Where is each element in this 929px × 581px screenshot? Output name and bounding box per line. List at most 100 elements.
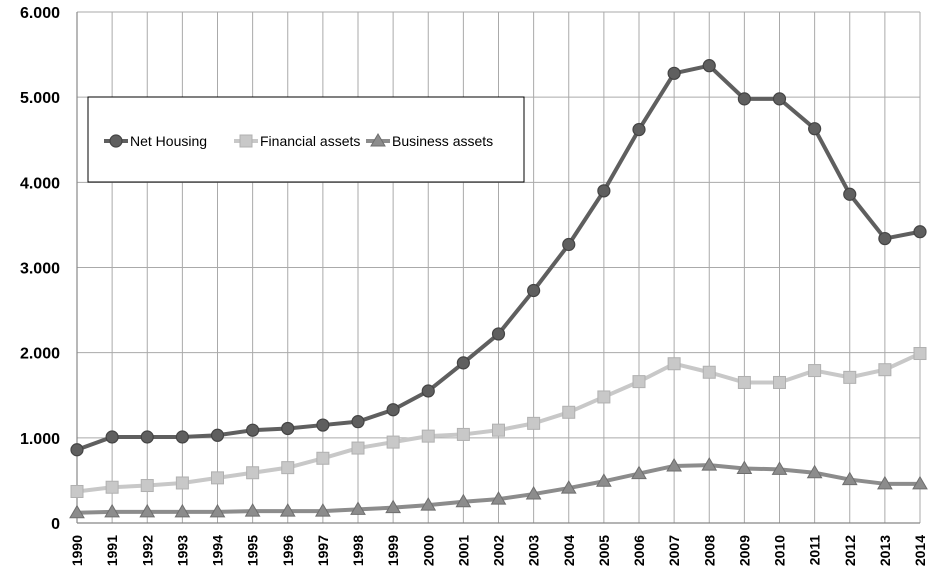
y-tick-label: 6.000 xyxy=(20,5,60,22)
x-tick-label: 1998 xyxy=(350,535,366,566)
data-point-business-assets xyxy=(771,461,788,475)
data-point-business-assets xyxy=(139,503,156,518)
data-point-net-housing xyxy=(175,430,189,444)
x-tick-label: 2002 xyxy=(491,535,507,566)
x-tick-label: 2011 xyxy=(807,535,823,566)
data-point-financial-assets xyxy=(246,466,260,480)
x-tick-label: 2006 xyxy=(631,535,647,566)
data-point-business-assets xyxy=(209,503,226,518)
data-point-net-housing xyxy=(772,92,787,106)
data-point-net-housing xyxy=(562,237,576,252)
data-point-financial-assets xyxy=(140,479,154,493)
data-point-financial-assets xyxy=(878,363,892,377)
data-point-financial-assets xyxy=(597,390,611,404)
data-point-financial-assets xyxy=(456,427,470,441)
data-point-net-housing xyxy=(808,122,822,136)
data-point-net-housing xyxy=(491,327,506,341)
x-tick-label: 1990 xyxy=(69,535,85,566)
data-point-financial-assets xyxy=(632,375,646,389)
x-tick-label: 1999 xyxy=(385,535,401,566)
data-point-net-housing xyxy=(843,187,857,201)
data-point-net-housing xyxy=(281,421,295,436)
data-point-net-housing xyxy=(246,423,260,437)
data-point-net-housing xyxy=(737,92,751,106)
x-tick-label: 2009 xyxy=(736,535,752,566)
data-point-financial-assets xyxy=(843,370,857,384)
data-point-business-assets xyxy=(806,464,823,479)
series-layer xyxy=(69,59,928,519)
data-point-business-assets xyxy=(666,457,682,472)
data-point-financial-assets xyxy=(913,347,927,361)
data-point-business-assets xyxy=(279,503,296,517)
data-point-business-assets xyxy=(525,486,542,500)
x-tick-label: 2010 xyxy=(772,535,788,566)
data-point-financial-assets xyxy=(175,476,189,490)
x-tick-label: 1996 xyxy=(280,535,296,566)
legend-marker-business-assets xyxy=(370,133,386,147)
data-point-financial-assets xyxy=(281,461,295,475)
data-point-net-housing xyxy=(913,225,927,239)
data-point-financial-assets xyxy=(351,441,365,455)
data-point-net-housing xyxy=(351,415,365,429)
data-point-business-assets xyxy=(841,471,858,486)
x-tick-label: 1995 xyxy=(245,535,261,566)
data-point-financial-assets xyxy=(702,365,716,379)
data-point-business-assets xyxy=(596,473,612,487)
x-tick-label: 2012 xyxy=(842,535,858,566)
data-point-net-housing xyxy=(456,356,470,370)
legend: Net Housing Financial assets Business asse… xyxy=(87,96,525,183)
y-tick-label: 4.000 xyxy=(20,175,60,192)
data-point-financial-assets xyxy=(492,423,505,437)
data-point-financial-assets xyxy=(70,484,84,498)
data-point-net-housing xyxy=(140,430,154,444)
y-tick-label: 3.000 xyxy=(20,261,60,278)
data-point-business-assets xyxy=(69,504,85,519)
data-point-net-housing xyxy=(632,122,646,137)
x-tick-label: 2005 xyxy=(596,535,612,566)
data-point-financial-assets xyxy=(562,405,576,419)
x-tick-label: 2014 xyxy=(912,535,928,566)
data-point-financial-assets xyxy=(737,375,751,389)
data-point-business-assets xyxy=(174,503,191,518)
y-tick-label: 0 xyxy=(51,516,60,533)
data-point-net-housing xyxy=(878,231,892,246)
data-point-business-assets xyxy=(701,457,718,471)
legend-items: Net Housing Financial assets Business asse… xyxy=(104,133,493,149)
data-point-business-assets xyxy=(104,503,120,518)
x-tick-label: 1991 xyxy=(104,535,120,566)
data-point-net-housing xyxy=(702,59,716,73)
legend-label-business-assets: Business assets xyxy=(392,133,493,149)
data-point-financial-assets xyxy=(386,435,400,449)
data-point-business-assets xyxy=(244,503,261,517)
x-tick-label: 2001 xyxy=(455,535,471,566)
data-point-net-housing xyxy=(316,418,330,432)
series-net-housing xyxy=(70,59,927,457)
data-point-financial-assets xyxy=(773,375,786,389)
data-point-financial-assets xyxy=(105,480,119,494)
x-tick-label: 2013 xyxy=(877,535,893,566)
legend-marker-financial-assets xyxy=(239,134,253,148)
x-tick-label: 1997 xyxy=(315,535,331,566)
x-tick-label: 2003 xyxy=(526,535,542,566)
x-tick-label: 1992 xyxy=(139,535,155,566)
series-financial-assets xyxy=(70,347,927,498)
data-point-financial-assets xyxy=(667,357,681,371)
data-point-net-housing xyxy=(667,66,681,80)
data-point-business-assets xyxy=(455,493,472,508)
data-point-business-assets xyxy=(912,475,928,490)
series-business-assets xyxy=(69,457,928,519)
data-point-business-assets xyxy=(350,501,366,515)
legend-label-financial-assets: Financial assets xyxy=(260,133,360,149)
data-point-net-housing xyxy=(70,443,84,457)
data-point-financial-assets xyxy=(316,451,330,465)
legend-box xyxy=(87,96,525,183)
data-point-business-assets xyxy=(560,480,577,494)
x-tick-label: 2008 xyxy=(701,535,717,566)
data-point-net-housing xyxy=(210,428,225,442)
tick-layer: 0 1.000 2.000 3.000 4.000 5.000 6.000 1990 1991 1… xyxy=(20,5,928,566)
data-point-net-housing xyxy=(421,384,435,398)
data-point-net-housing xyxy=(527,283,541,298)
data-point-financial-assets xyxy=(808,364,822,378)
data-point-financial-assets xyxy=(421,429,435,443)
